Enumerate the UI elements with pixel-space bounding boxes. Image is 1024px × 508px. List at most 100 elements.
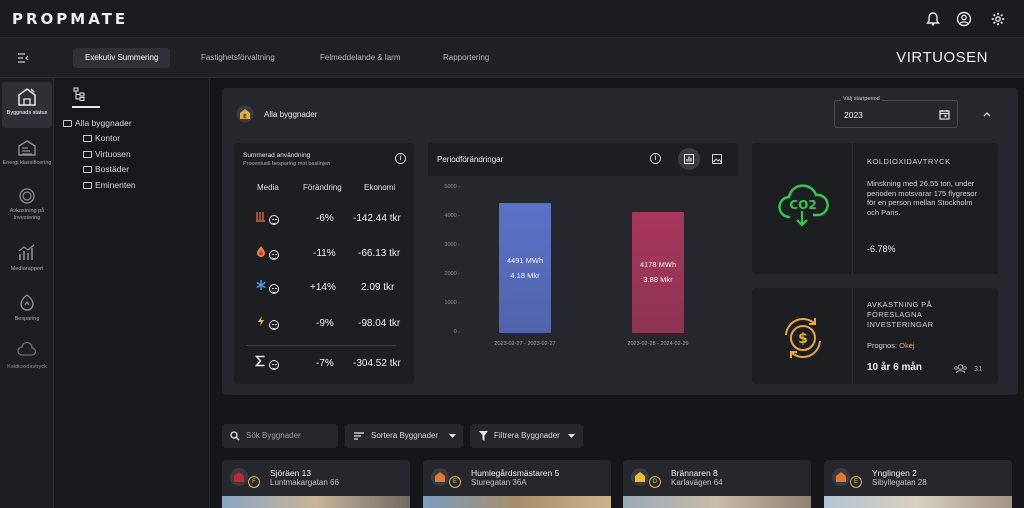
tree-label: Kontor	[95, 133, 121, 143]
gear-icon[interactable]	[990, 11, 1006, 27]
image-view-icon[interactable]	[712, 154, 722, 164]
bar-chart-view-button[interactable]	[678, 148, 700, 170]
bar-1[interactable]	[499, 202, 551, 333]
bar-value-label: 4.18 Mkr	[510, 270, 540, 280]
building-name: Brännaren 8	[671, 468, 718, 478]
tree-view-tab[interactable]	[72, 86, 100, 108]
tree-item-kontor[interactable]: Kontor	[83, 133, 120, 143]
bell-icon[interactable]	[925, 11, 941, 27]
tree-label: Bostäder	[95, 164, 130, 174]
building-address: Sturegatan 36A	[471, 478, 527, 487]
change-value: -7%	[316, 358, 334, 369]
building-tree-panel: Alla byggnader Kontor Virtuosen Bostäder…	[54, 78, 210, 508]
building-badge-icon	[631, 468, 649, 486]
economy-value: 2.09 tkr	[361, 282, 395, 293]
change-value: -6%	[316, 213, 334, 224]
y-tick-label: 1000 -	[444, 300, 460, 306]
happy-smiley-icon	[269, 250, 279, 260]
energy-class-badge: D	[649, 476, 661, 488]
bar-value-label: 3.88 Mkr	[643, 275, 673, 285]
roi-prognos: Prognos: Okej	[867, 341, 915, 350]
summary-subtitle: Procentuell besparing mot baslinjen	[243, 161, 331, 167]
building-brand-name: VIRTUOSEN	[896, 49, 988, 66]
rail-item-avkastning[interactable]: Avkastning på investering	[2, 182, 52, 232]
menu-collapse-icon[interactable]	[16, 51, 30, 65]
rail-label: Besparing	[14, 316, 40, 322]
caret-down-icon	[449, 434, 456, 438]
svg-text:E: E	[243, 114, 247, 120]
sad-smiley-icon	[269, 284, 279, 294]
rail-item-koldioxidavtryck[interactable]: Koldioxidavtryck	[2, 338, 52, 378]
rail-item-energi-klassificering[interactable]: Energi klassificering	[2, 134, 52, 178]
roi-card: $ AVKASTNING PÅ FÖRESLAGNA INVESTERINGAR…	[752, 288, 998, 384]
rail-item-besparing[interactable]: Besparing	[2, 290, 52, 330]
y-tick-label: 2000 -	[444, 271, 460, 277]
roi-prognos-value: Okej	[899, 341, 915, 350]
building-energy-badge-icon: E	[236, 105, 254, 123]
period-chart-title: Periodförändringar	[437, 155, 504, 164]
sort-icon	[354, 432, 364, 440]
sort-buildings-button[interactable]: Sortera Byggnader	[345, 424, 463, 448]
co2-description: Minskning med 26.55 ton, under perioden …	[867, 179, 978, 217]
building-photo	[623, 496, 811, 508]
search-icon	[230, 431, 240, 441]
co2-title: KOLDIOXIDAVTRYCK	[867, 157, 951, 166]
building-card[interactable]: D Brännaren 8 Karlavägen 64	[623, 460, 811, 508]
summary-usage-card: Summerad användning Procentuell besparin…	[234, 143, 414, 384]
filter-icon	[479, 431, 488, 441]
info-icon[interactable]: i	[650, 153, 661, 164]
card-divider	[852, 143, 853, 274]
sort-label: Sortera Byggnader	[371, 431, 439, 440]
roi-icon	[19, 188, 35, 204]
building-card[interactable]: F Sjöräen 13 Luntmakargatan 66	[222, 460, 410, 508]
tab-felmeddelande-larm[interactable]: Felmeddelande & larm	[320, 53, 401, 62]
energy-class-badge: F	[248, 476, 260, 488]
svg-text:$: $	[798, 331, 808, 347]
left-rail: Byggnads status Energi klassificering Av…	[0, 78, 54, 508]
tab-rapportering[interactable]: Rapportering	[443, 53, 490, 62]
tree-item-root[interactable]: Alla byggnader	[63, 118, 132, 128]
x-tick-label: 2023-02-27 - 2023-02-27	[494, 341, 556, 347]
electricity-icon	[258, 316, 264, 326]
column-header-change: Förändring	[303, 183, 342, 192]
economy-value: -66.13 tkr	[358, 248, 401, 259]
roi-count: 31	[974, 364, 983, 373]
nav-bar: Exekutiv Summering Fastighetsförvaltning…	[0, 38, 1024, 78]
column-header-economy: Ekonomi	[364, 183, 396, 192]
roi-prognos-label: Prognos:	[867, 341, 898, 350]
period-select[interactable]: Välj startperiod 2023	[834, 96, 958, 128]
cooling-icon	[256, 280, 266, 290]
tree-item-bostader[interactable]: Bostäder	[83, 164, 129, 174]
rail-label: Koldioxidavtryck	[7, 364, 47, 370]
building-card[interactable]: E Ynglingen 2 Sibyllegatan 28	[824, 460, 1012, 508]
change-value: -9%	[316, 318, 334, 329]
rail-item-byggnads-status[interactable]: Byggnads status	[2, 82, 52, 128]
rail-item-mediarapport[interactable]: Mediarapport	[2, 240, 52, 280]
filter-buildings-button[interactable]: Filtrera Byggnader	[470, 424, 583, 448]
water-icon	[257, 246, 265, 257]
tab-fastighetsforvaltning[interactable]: Fastighetsförvaltning	[201, 53, 275, 62]
calendar-icon[interactable]	[939, 109, 950, 120]
tree-item-eminenten[interactable]: Eminenten	[83, 180, 136, 190]
tree-item-virtuosen[interactable]: Virtuosen	[83, 149, 131, 159]
period-select-label: Välj startperiod	[841, 96, 882, 102]
bar-2[interactable]	[632, 211, 684, 333]
tab-exekutiv-summering[interactable]: Exekutiv Summering	[73, 48, 171, 68]
chevron-up-icon[interactable]	[982, 110, 992, 118]
co2-card: CO2 KOLDIOXIDAVTRYCK Minskning med 26.55…	[752, 143, 998, 274]
search-box[interactable]: Sök Byggnader	[222, 424, 338, 448]
co2-cloud-icon: CO2	[778, 184, 829, 227]
co2-value: -6.78%	[867, 244, 896, 254]
app-logo: PROPMATE	[12, 10, 129, 28]
period-select-value: 2023	[844, 110, 863, 120]
top-bar: PROPMATE	[0, 0, 1024, 38]
economy-value: -98.04 tkr	[358, 318, 401, 329]
roi-duration: 10 år 6 mån	[867, 362, 923, 373]
building-card[interactable]: E Humlegårdsmästaren 5 Sturegatan 36A	[423, 460, 611, 508]
co2-icon	[17, 341, 37, 356]
change-value: -11%	[313, 248, 336, 259]
roi-title: AVKASTNING PÅ FÖRESLAGNA INVESTERINGAR	[867, 300, 934, 329]
account-icon[interactable]	[956, 11, 972, 27]
tree-label: Virtuosen	[95, 149, 131, 159]
info-icon[interactable]: i	[395, 153, 406, 164]
